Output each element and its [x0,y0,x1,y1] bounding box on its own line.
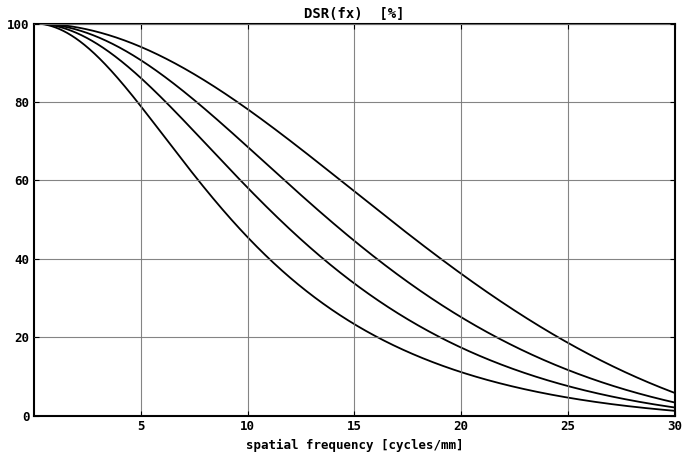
X-axis label: spatial frequency [cycles/mm]: spatial frequency [cycles/mm] [246,439,463,452]
Title: DSR(fx)  [%]: DSR(fx) [%] [304,7,404,21]
